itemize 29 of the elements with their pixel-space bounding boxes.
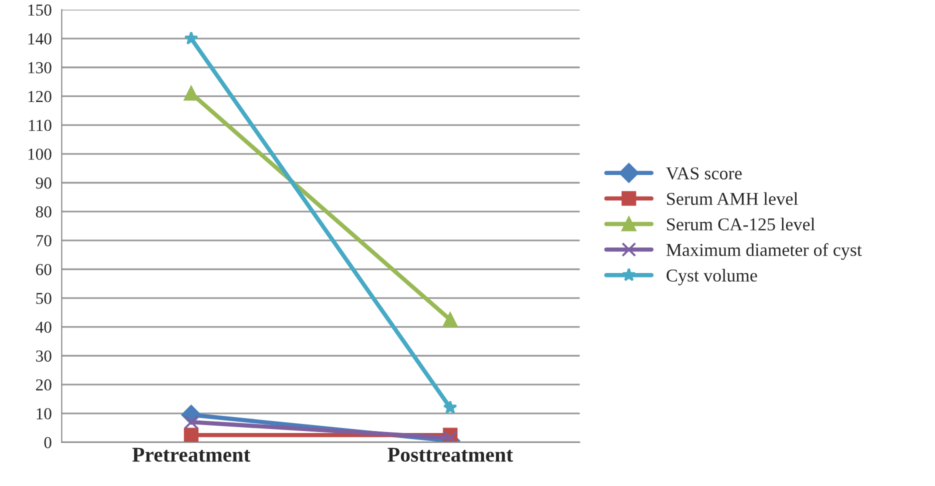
point [184,86,198,101]
y-tick-label: 110 [29,120,52,132]
legend-label: VAS score [666,167,742,180]
y-tick-label: 100 [28,148,52,160]
point [184,31,198,45]
y-tick-label: 140 [28,33,52,45]
y-tick-label: 130 [28,62,52,74]
y-tick-label: 10 [36,408,52,420]
y-tick-label: 70 [36,235,52,246]
y-tick-label: 30 [36,350,52,362]
legend-label: Maximum diameter of cyst [666,243,862,260]
point [184,428,198,442]
point [442,430,458,442]
point [442,312,458,327]
y-tick-label: 60 [36,264,52,276]
legend-label: Cyst volume [666,268,758,286]
y-tick-label: 50 [36,292,52,304]
y-tick-label: 20 [36,379,52,391]
legend-label: Serum CA-125 level [667,218,815,230]
y-tick-label: 90 [36,177,52,189]
y-tick-label: 40 [36,322,52,333]
y-tick-label: 80 [36,206,52,218]
point [443,400,458,414]
y-tick-label: 150 [28,4,52,16]
x-tick-label: Pretreatment [132,448,250,462]
y-tick-label: 120 [28,90,52,102]
legend-label: Serum AMH level [667,192,798,205]
x-tick-label: Posttreatment [388,448,513,462]
y-tick-label: 0 [44,436,52,448]
